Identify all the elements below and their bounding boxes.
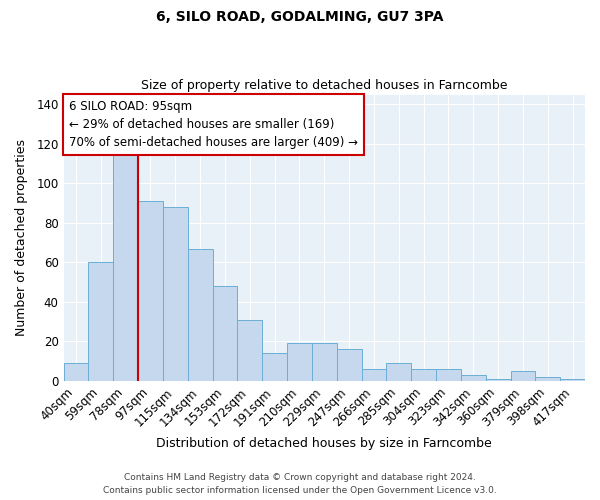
Bar [560,379,585,381]
Bar [287,344,312,381]
Bar [535,377,560,381]
Bar [262,354,287,381]
Bar [138,201,163,381]
Bar [312,344,337,381]
Bar [386,363,411,381]
Text: Contains HM Land Registry data © Crown copyright and database right 2024.
Contai: Contains HM Land Registry data © Crown c… [103,473,497,495]
Bar [461,375,485,381]
Bar [212,286,238,381]
Bar [113,152,138,381]
Y-axis label: Number of detached properties: Number of detached properties [15,139,28,336]
Title: Size of property relative to detached houses in Farncombe: Size of property relative to detached ho… [141,79,508,92]
Bar [511,371,535,381]
Bar [411,369,436,381]
Text: 6 SILO ROAD: 95sqm
← 29% of detached houses are smaller (169)
70% of semi-detach: 6 SILO ROAD: 95sqm ← 29% of detached hou… [69,100,358,150]
Bar [163,207,188,381]
Text: 6, SILO ROAD, GODALMING, GU7 3PA: 6, SILO ROAD, GODALMING, GU7 3PA [156,10,444,24]
Bar [436,369,461,381]
Bar [64,363,88,381]
Bar [362,369,386,381]
Bar [188,248,212,381]
Bar [238,320,262,381]
Bar [337,350,362,381]
Bar [88,262,113,381]
Bar [485,379,511,381]
X-axis label: Distribution of detached houses by size in Farncombe: Distribution of detached houses by size … [157,437,492,450]
